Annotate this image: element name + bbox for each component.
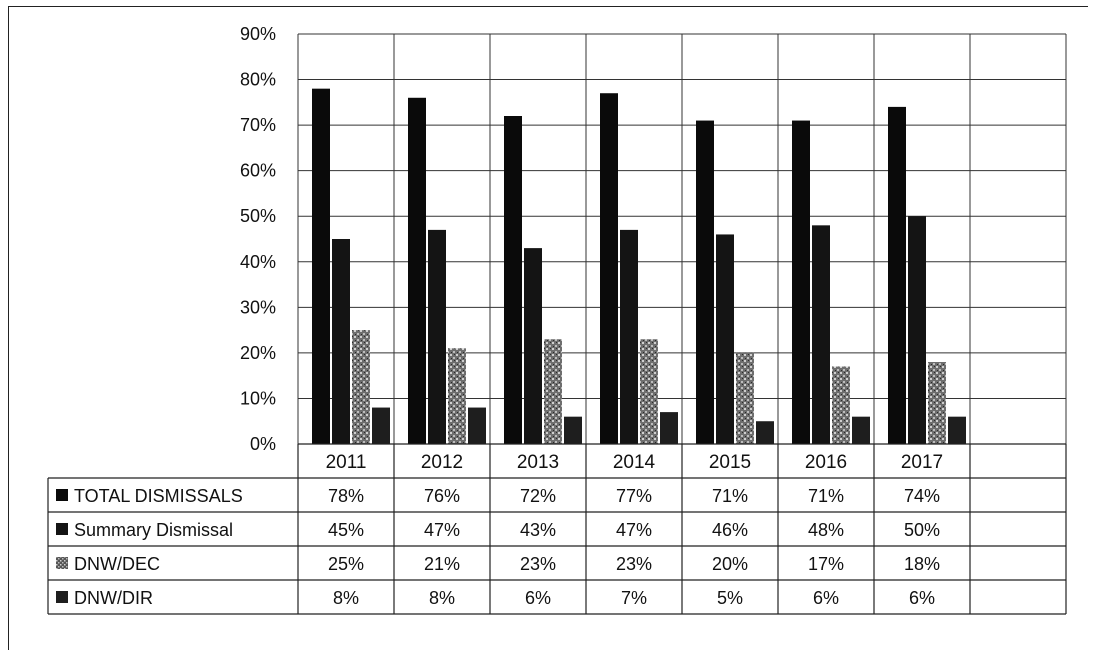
bar-total-dismissals-2011 <box>312 88 330 445</box>
bars <box>312 88 966 445</box>
table-cell-value: 45% <box>328 520 364 540</box>
table-cell-value: 7% <box>621 588 647 608</box>
bar-total-dismissals-2016 <box>792 120 810 445</box>
bar-summary-dismissal-2014 <box>620 229 638 444</box>
table-cell-value: 71% <box>808 486 844 506</box>
bar-dnw-dir-2013 <box>564 416 582 444</box>
y-tick-label: 0% <box>250 434 276 454</box>
table-cell-value: 76% <box>424 486 460 506</box>
table-cell-value: 78% <box>328 486 364 506</box>
series-label: DNW/DIR <box>74 588 153 608</box>
x-category-label: 2014 <box>613 452 656 473</box>
table-cell-value: 71% <box>712 486 748 506</box>
bar-dnw-dec-2011 <box>352 330 370 444</box>
y-tick-label: 50% <box>240 206 276 226</box>
bar-summary-dismissal-2013 <box>524 248 542 444</box>
x-category-label: 2013 <box>517 452 559 473</box>
table-cell-value: 77% <box>616 486 652 506</box>
series-label: Summary Dismissal <box>74 520 233 540</box>
y-tick-label: 60% <box>240 161 276 181</box>
bar-summary-dismissal-2017 <box>908 216 926 444</box>
bar-dnw-dir-2017 <box>948 416 966 444</box>
table-cell-value: 18% <box>904 554 940 574</box>
data-table: 2011 2012 2013 2014 2015 2016 2017 TOTAL DISMIS… <box>47 443 1067 615</box>
table-cell-value: 47% <box>616 520 652 540</box>
y-tick-label: 30% <box>240 297 276 317</box>
bar-summary-dismissal-2016 <box>812 225 830 444</box>
legend-swatch <box>56 591 68 603</box>
table-cell-value: 6% <box>813 588 839 608</box>
table-cell-value: 8% <box>429 588 455 608</box>
bar-dnw-dir-2015 <box>756 421 774 444</box>
gridlines <box>297 33 1067 444</box>
bar-dnw-dec-2015 <box>736 352 754 444</box>
table-cell-value: 8% <box>333 588 359 608</box>
table-cell-value: 23% <box>616 554 652 574</box>
y-axis-ticks: 0% 10% 20% 30% 40% 50% 60% 70% 80% 90% <box>240 24 276 454</box>
bar-dnw-dec-2017 <box>928 362 946 444</box>
bar-total-dismissals-2017 <box>888 106 906 444</box>
y-tick-label: 80% <box>240 70 276 90</box>
y-tick-label: 40% <box>240 252 276 272</box>
bar-dnw-dec-2012 <box>448 348 466 444</box>
table-cell-value: 6% <box>525 588 551 608</box>
series-label: TOTAL DISMISSALS <box>74 486 243 506</box>
bar-dnw-dir-2012 <box>468 407 486 444</box>
table-cell-value: 17% <box>808 554 844 574</box>
x-category-label: 2011 <box>326 452 367 473</box>
chart-frame <box>8 6 1088 650</box>
legend-swatch <box>56 523 68 535</box>
x-category-label: 2012 <box>421 452 463 473</box>
bar-dnw-dec-2013 <box>544 339 562 444</box>
table-cell-value: 43% <box>520 520 556 540</box>
y-tick-label: 10% <box>240 388 276 408</box>
bar-total-dismissals-2015 <box>696 120 714 445</box>
x-category-label: 2015 <box>709 452 751 473</box>
table-cell-value: 23% <box>520 554 556 574</box>
table-cell-value: 46% <box>712 520 748 540</box>
bar-dnw-dir-2016 <box>852 416 870 444</box>
bar-total-dismissals-2013 <box>504 116 522 444</box>
table-cell-value: 50% <box>904 520 940 540</box>
bar-summary-dismissal-2012 <box>428 229 446 444</box>
bar-dnw-dir-2014 <box>660 412 678 444</box>
table-cell-value: 72% <box>520 486 556 506</box>
table-cell-value: 74% <box>904 486 940 506</box>
y-tick-label: 70% <box>240 115 276 135</box>
x-category-label: 2017 <box>901 452 943 473</box>
y-tick-label: 20% <box>240 343 276 363</box>
table-cell-value: 6% <box>909 588 935 608</box>
bar-summary-dismissal-2011 <box>332 239 350 444</box>
table-cell-value: 20% <box>712 554 748 574</box>
y-tick-label: 90% <box>240 24 276 44</box>
x-category-label: 2016 <box>805 452 847 473</box>
legend-swatch <box>56 557 68 569</box>
table-cell-value: 48% <box>808 520 844 540</box>
bar-dnw-dir-2011 <box>372 407 390 444</box>
bar-total-dismissals-2014 <box>600 93 618 444</box>
table-cell-value: 25% <box>328 554 364 574</box>
bar-total-dismissals-2012 <box>408 97 426 445</box>
legend-swatch <box>56 489 68 501</box>
table-cell-value: 21% <box>424 554 460 574</box>
bar-dnw-dec-2014 <box>640 339 658 444</box>
bar-summary-dismissal-2015 <box>716 234 734 444</box>
table-cell-value: 5% <box>717 588 743 608</box>
bar-dnw-dec-2016 <box>832 366 850 444</box>
series-label: DNW/DEC <box>74 554 160 574</box>
table-cell-value: 47% <box>424 520 460 540</box>
